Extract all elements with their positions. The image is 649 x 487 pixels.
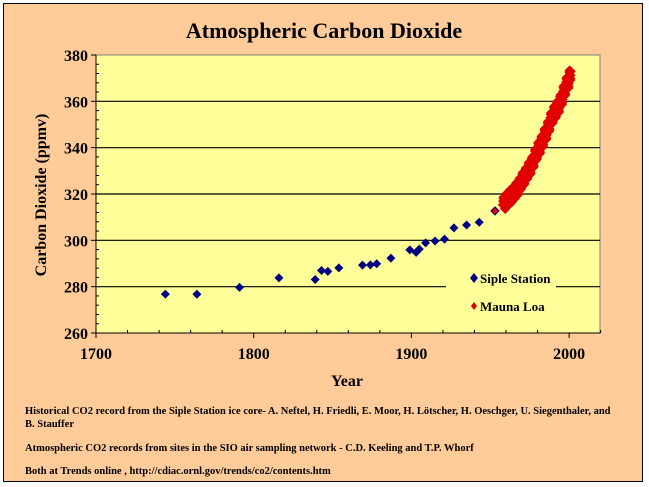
x-axis-label: Year — [331, 373, 363, 390]
legend-label-mauna-loa: Mauna Loa — [480, 299, 545, 314]
x-tick-label-2000: 2000 — [553, 346, 585, 363]
y-tick-label-260: 260 — [64, 326, 88, 343]
data-point — [372, 259, 382, 269]
data-point — [526, 160, 537, 171]
footnote-siple: Historical CO2 record from the Siple Sta… — [25, 406, 611, 430]
x-tick-labels: 1700 1800 1900 2000 — [80, 346, 585, 363]
data-point — [310, 274, 320, 284]
data-point — [462, 220, 472, 230]
y-axis-label: Carbon Dioxide (ppmv) — [33, 114, 50, 277]
data-point — [542, 125, 553, 136]
data-point — [565, 66, 576, 77]
y-tick-label-360: 360 — [64, 94, 88, 111]
data-point — [421, 238, 431, 248]
y-tick-label-380: 380 — [64, 48, 88, 65]
footnote-source: Both at Trends online , http://cdiac.orn… — [25, 466, 331, 477]
legend: Siple Station Mauna Loa — [446, 262, 556, 320]
data-point — [529, 153, 540, 164]
data-point — [430, 236, 440, 246]
data-point — [235, 282, 245, 292]
y-tick-label-340: 340 — [64, 141, 88, 158]
series-siple-station — [160, 217, 484, 299]
data-point — [474, 217, 484, 227]
series-mauna-loa — [490, 65, 576, 216]
y-tick-labels: 260 280 300 320 340 360 380 — [64, 48, 88, 343]
data-point — [535, 140, 546, 151]
data-point — [160, 289, 170, 299]
x-tick-label-1700: 1700 — [80, 346, 112, 363]
data-point — [192, 289, 202, 299]
y-tick-label-300: 300 — [64, 233, 88, 250]
axes — [91, 54, 602, 338]
legend-marker-mauna-loa — [471, 302, 477, 310]
legend-label-siple: Siple Station — [480, 271, 551, 286]
x-tick-label-1900: 1900 — [395, 346, 427, 363]
data-point — [490, 206, 500, 216]
chart-title: Atmospheric Carbon Dioxide — [186, 18, 462, 43]
data-point — [564, 74, 575, 85]
y-tick-label-320: 320 — [64, 187, 88, 204]
legend-box — [446, 262, 556, 320]
data-point — [323, 266, 333, 276]
data-point — [545, 116, 556, 127]
y-tick-label-280: 280 — [64, 280, 88, 297]
data-point — [386, 253, 396, 263]
x-tick-label-1800: 1800 — [238, 346, 270, 363]
data-point — [440, 234, 450, 244]
data-point — [554, 99, 565, 110]
data-point — [414, 244, 424, 254]
footnote-mauna-loa: Atmospheric CO2 records from sites in th… — [25, 443, 474, 454]
data-point — [365, 260, 375, 270]
legend-marker-siple — [470, 273, 478, 283]
data-point — [274, 273, 284, 283]
data-point — [557, 90, 568, 101]
data-point — [334, 263, 344, 273]
data-point — [449, 223, 459, 233]
data-points — [160, 65, 576, 299]
data-point — [317, 265, 327, 275]
data-point — [358, 260, 368, 270]
